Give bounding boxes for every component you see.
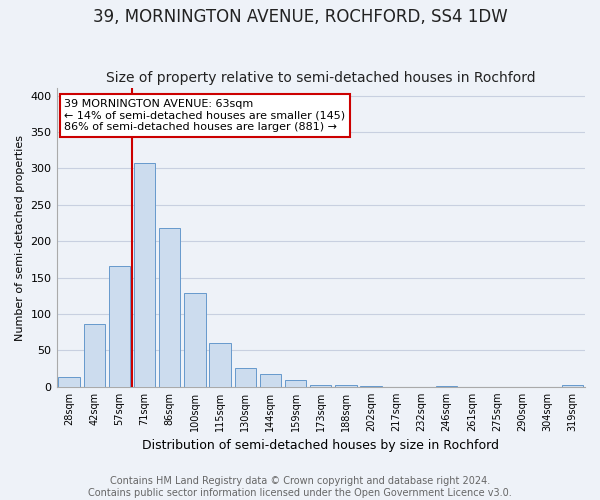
Bar [235, 368, 256, 387]
Bar [260, 374, 281, 387]
Bar [361, 386, 382, 387]
Bar [562, 386, 583, 387]
Bar [184, 293, 206, 387]
X-axis label: Distribution of semi-detached houses by size in Rochford: Distribution of semi-detached houses by … [142, 440, 499, 452]
Bar [436, 386, 457, 387]
Text: Contains HM Land Registry data © Crown copyright and database right 2024.
Contai: Contains HM Land Registry data © Crown c… [88, 476, 512, 498]
Bar [335, 386, 356, 387]
Bar [310, 384, 331, 387]
Bar [159, 228, 181, 387]
Bar [285, 380, 307, 387]
Title: Size of property relative to semi-detached houses in Rochford: Size of property relative to semi-detach… [106, 70, 536, 85]
Bar [83, 324, 105, 387]
Bar [134, 164, 155, 387]
Bar [109, 266, 130, 387]
Bar [58, 378, 80, 387]
Bar [209, 343, 231, 387]
Text: 39 MORNINGTON AVENUE: 63sqm
← 14% of semi-detached houses are smaller (145)
86% : 39 MORNINGTON AVENUE: 63sqm ← 14% of sem… [64, 99, 346, 132]
Text: 39, MORNINGTON AVENUE, ROCHFORD, SS4 1DW: 39, MORNINGTON AVENUE, ROCHFORD, SS4 1DW [92, 8, 508, 26]
Y-axis label: Number of semi-detached properties: Number of semi-detached properties [15, 134, 25, 340]
